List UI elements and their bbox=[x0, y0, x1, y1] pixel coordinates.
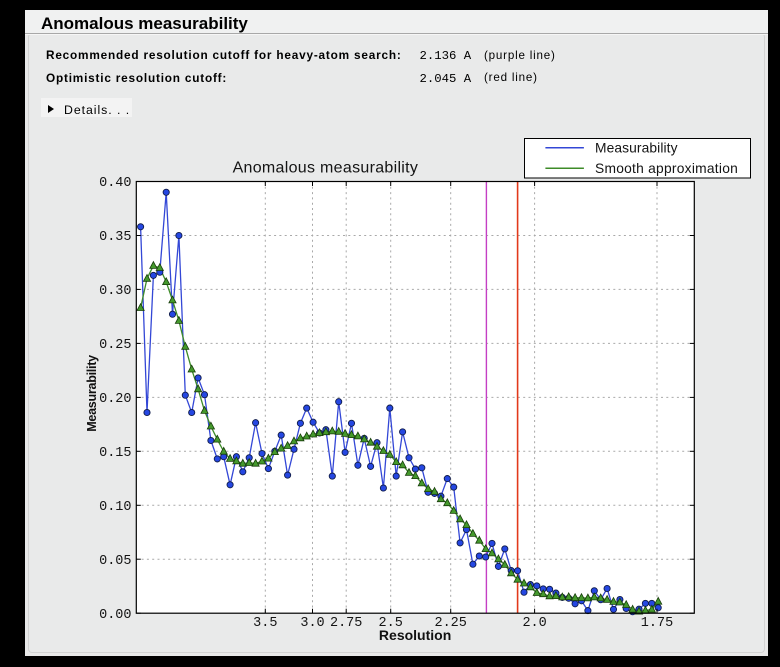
svg-text:0.05: 0.05 bbox=[99, 554, 131, 569]
svg-text:0.35: 0.35 bbox=[99, 230, 131, 245]
svg-text:0.00: 0.00 bbox=[99, 608, 131, 623]
svg-text:Measurability: Measurability bbox=[595, 140, 678, 155]
svg-text:Resolution: Resolution bbox=[379, 627, 451, 643]
svg-text:0.25: 0.25 bbox=[99, 338, 131, 353]
svg-text:1.75: 1.75 bbox=[641, 616, 673, 631]
svg-text:0.15: 0.15 bbox=[99, 446, 131, 461]
svg-text:Anomalous measurability: Anomalous measurability bbox=[233, 159, 419, 176]
svg-text:3.5: 3.5 bbox=[253, 616, 277, 631]
svg-text:2.0: 2.0 bbox=[522, 616, 546, 631]
svg-text:0.20: 0.20 bbox=[99, 392, 131, 407]
svg-text:3.0: 3.0 bbox=[300, 616, 324, 631]
svg-text:2.25: 2.25 bbox=[434, 616, 466, 631]
svg-text:0.40: 0.40 bbox=[99, 176, 131, 191]
svg-text:Measurability: Measurability bbox=[85, 355, 99, 432]
svg-text:2.75: 2.75 bbox=[330, 616, 362, 631]
svg-text:0.10: 0.10 bbox=[99, 500, 131, 515]
svg-text:0.30: 0.30 bbox=[99, 284, 131, 299]
svg-text:2.5: 2.5 bbox=[379, 616, 403, 631]
svg-text:Smooth approximation: Smooth approximation bbox=[595, 161, 738, 176]
